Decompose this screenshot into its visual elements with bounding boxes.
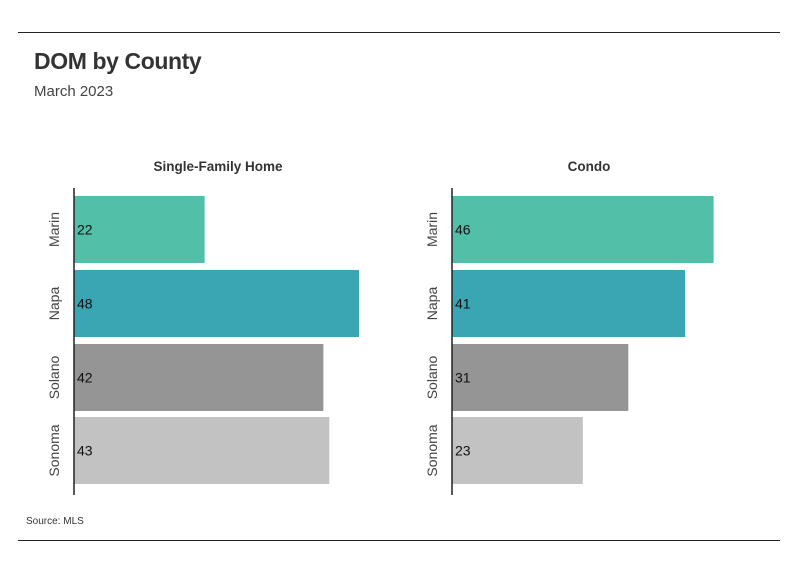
chart-panel-single-family: Single-Family Home 22 Marin 48 Napa 42 Solano 4… xyxy=(46,159,359,495)
page-subtitle: March 2023 xyxy=(34,83,114,100)
top-rule xyxy=(18,32,780,33)
bar-condo-marin xyxy=(452,196,714,263)
bar-condo-napa xyxy=(452,270,686,337)
data-label-condo-solano: 31 xyxy=(455,370,471,386)
bar-single-family-home-napa xyxy=(74,270,359,337)
data-label-single-family-home-sonoma: 43 xyxy=(77,443,93,459)
bar-single-family-home-solano xyxy=(74,344,324,411)
source-note: Source: MLS xyxy=(26,516,84,527)
category-label-single-family-home-marin: Marin xyxy=(46,212,62,247)
bar-condo-sonoma xyxy=(452,417,583,484)
bottom-rule xyxy=(18,540,780,541)
chart-title-single-family-home: Single-Family Home xyxy=(153,159,283,174)
category-label-condo-sonoma: Sonoma xyxy=(424,424,440,476)
page-title: DOM by County xyxy=(34,48,202,74)
data-label-condo-marin: 46 xyxy=(455,222,471,238)
chart-panel-condo: Condo 46 Marin 41 Napa 31 Solano 23 Sonoma xyxy=(424,159,714,495)
bar-single-family-home-sonoma xyxy=(74,417,330,484)
category-label-single-family-home-solano: Solano xyxy=(46,355,62,399)
data-label-single-family-home-napa: 48 xyxy=(77,296,93,312)
category-label-condo-solano: Solano xyxy=(424,355,440,399)
category-label-single-family-home-napa: Napa xyxy=(46,287,62,321)
category-label-single-family-home-sonoma: Sonoma xyxy=(46,424,62,476)
bar-single-family-home-marin xyxy=(74,196,205,263)
data-label-condo-sonoma: 23 xyxy=(455,443,471,459)
bar-condo-solano xyxy=(452,344,629,411)
data-label-single-family-home-marin: 22 xyxy=(77,222,93,238)
data-label-single-family-home-solano: 42 xyxy=(77,370,93,386)
category-label-condo-napa: Napa xyxy=(424,287,440,321)
category-label-condo-marin: Marin xyxy=(424,212,440,247)
data-label-condo-napa: 41 xyxy=(455,296,471,312)
chart-title-condo: Condo xyxy=(568,159,611,174)
